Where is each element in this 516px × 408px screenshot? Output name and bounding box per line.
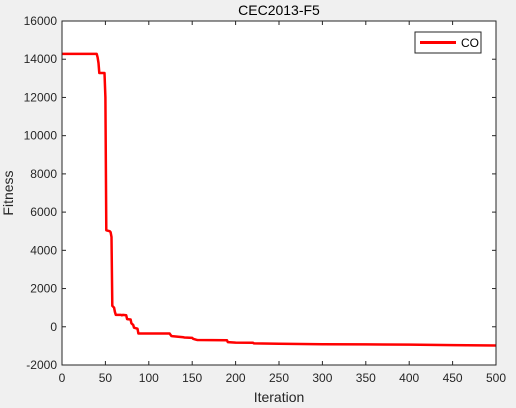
series-layer	[62, 52, 497, 347]
plot-area	[62, 21, 496, 365]
y-tick-label: 6000	[30, 205, 57, 219]
series-line-co	[62, 52, 497, 347]
x-axis-label: Iteration	[254, 389, 305, 405]
legend: CO	[414, 31, 482, 54]
x-tick-label: 100	[139, 371, 159, 385]
x-tick-labels: 0 50 100 150 200 250 300 350 400 450 500	[59, 371, 507, 385]
y-tick-label: 16000	[24, 14, 58, 28]
y-tick-label: 0	[50, 320, 57, 334]
plot-frame	[61, 20, 497, 366]
y-tick-label: 14000	[24, 52, 58, 66]
y-tick-label: 4000	[30, 243, 57, 257]
y-tick-label: 8000	[30, 167, 57, 181]
x-tick-label: 250	[269, 371, 289, 385]
x-tick-label: 150	[182, 371, 202, 385]
y-axis-label: Fitness	[0, 170, 16, 215]
y-tick-label: 12000	[24, 90, 58, 104]
x-tick-label: 400	[399, 371, 419, 385]
y-tick-label: 2000	[30, 282, 57, 296]
chart-title: CEC2013-F5	[238, 2, 320, 18]
x-tick-label: 50	[99, 371, 113, 385]
x-tick-label: 0	[59, 371, 66, 385]
legend-entry-label: CO	[461, 36, 479, 50]
x-tick-label: 450	[443, 371, 463, 385]
x-tick-label: 200	[226, 371, 246, 385]
x-tick-label: 350	[356, 371, 376, 385]
x-tick-label: 500	[486, 371, 506, 385]
y-tick-labels: -2000 0 2000 4000 6000 8000 10000 12000 14000 160…	[24, 14, 58, 372]
x-tick-label: 300	[312, 371, 332, 385]
y-tick-label: 10000	[24, 129, 58, 143]
y-tick-label: -2000	[26, 358, 57, 372]
